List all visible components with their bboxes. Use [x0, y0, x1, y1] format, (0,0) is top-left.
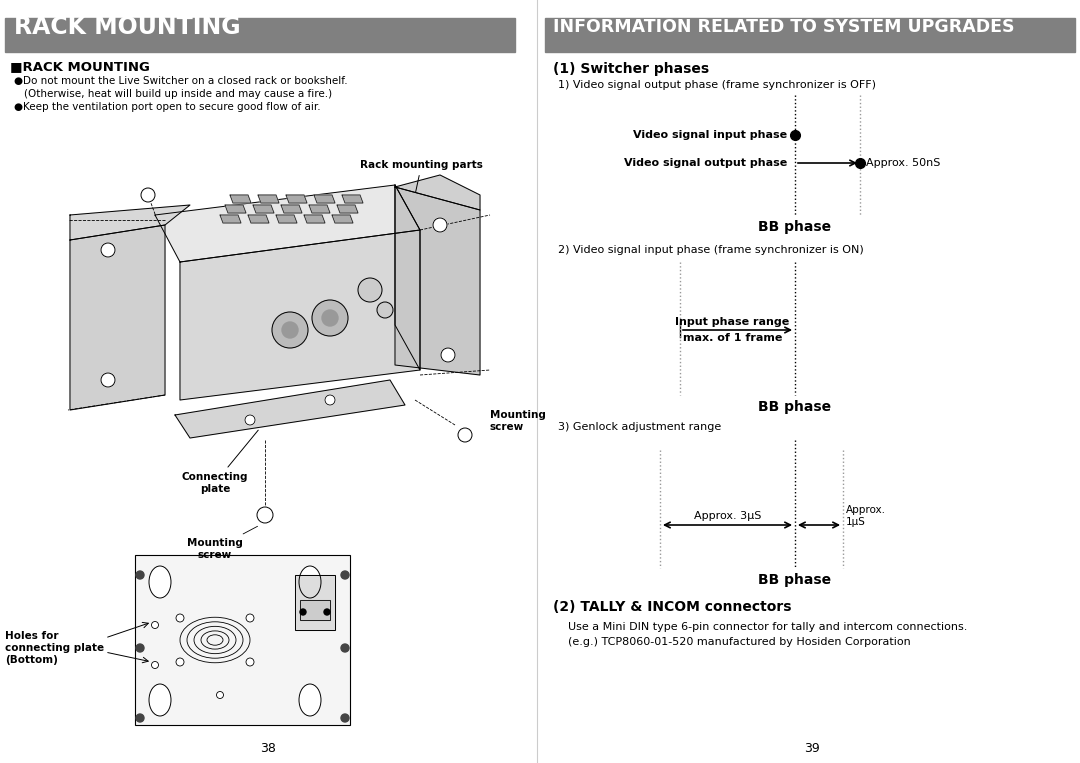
Bar — [135, 555, 350, 725]
Polygon shape — [220, 215, 241, 223]
Circle shape — [176, 658, 184, 666]
Text: 38: 38 — [260, 742, 275, 755]
Text: Mounting
screw: Mounting screw — [490, 410, 545, 432]
Circle shape — [282, 322, 298, 338]
Circle shape — [341, 714, 349, 722]
Polygon shape — [281, 205, 302, 213]
Bar — [5, 18, 515, 52]
Bar — [300, 600, 330, 620]
Bar — [295, 575, 335, 630]
Polygon shape — [70, 225, 165, 410]
Circle shape — [216, 691, 224, 698]
Circle shape — [246, 658, 254, 666]
Text: max. of 1 frame: max. of 1 frame — [683, 333, 782, 343]
Text: BB phase: BB phase — [758, 400, 832, 414]
Bar — [135, 555, 350, 725]
Polygon shape — [248, 215, 269, 223]
Circle shape — [312, 300, 348, 336]
Circle shape — [136, 644, 144, 652]
Text: Input phase range: Input phase range — [675, 317, 789, 327]
Circle shape — [458, 428, 472, 442]
Ellipse shape — [149, 566, 171, 598]
Ellipse shape — [299, 566, 321, 598]
Polygon shape — [395, 187, 480, 375]
Text: ●Do not mount the Live Switcher on a closed rack or bookshelf.: ●Do not mount the Live Switcher on a clo… — [14, 76, 348, 86]
Polygon shape — [70, 205, 190, 240]
Polygon shape — [258, 195, 279, 203]
Circle shape — [136, 714, 144, 722]
Polygon shape — [314, 195, 335, 203]
Text: Use a Mini DIN type 6-pin connector for tally and intercom connections.: Use a Mini DIN type 6-pin connector for … — [568, 622, 968, 632]
Text: (e.g.) TCP8060-01-520 manufactured by Hosiden Corporation: (e.g.) TCP8060-01-520 manufactured by Ho… — [568, 637, 910, 647]
Circle shape — [325, 395, 335, 405]
Bar — [545, 18, 1075, 52]
Text: 39: 39 — [805, 742, 820, 755]
Text: BB phase: BB phase — [758, 573, 832, 587]
Circle shape — [151, 622, 159, 629]
Bar — [295, 575, 335, 630]
Polygon shape — [395, 175, 480, 210]
Text: Connecting
plate: Connecting plate — [181, 430, 258, 494]
Circle shape — [341, 644, 349, 652]
Circle shape — [257, 507, 273, 523]
Circle shape — [324, 609, 330, 615]
Circle shape — [176, 614, 184, 622]
Polygon shape — [230, 195, 251, 203]
Text: INFORMATION RELATED TO SYSTEM UPGRADES: INFORMATION RELATED TO SYSTEM UPGRADES — [553, 18, 1014, 36]
Circle shape — [341, 571, 349, 579]
Circle shape — [300, 609, 306, 615]
Text: Holes for
connecting plate
(Bottom): Holes for connecting plate (Bottom) — [5, 632, 104, 665]
Text: Video signal output phase: Video signal output phase — [624, 158, 787, 168]
Text: Approx. 50nS: Approx. 50nS — [866, 158, 941, 168]
Circle shape — [102, 373, 114, 387]
Circle shape — [322, 310, 338, 326]
Text: ●Keep the ventilation port open to secure good flow of air.: ●Keep the ventilation port open to secur… — [14, 102, 321, 112]
Polygon shape — [156, 185, 420, 262]
Circle shape — [151, 662, 159, 668]
Text: ■RACK MOUNTING: ■RACK MOUNTING — [10, 60, 150, 73]
Ellipse shape — [149, 684, 171, 716]
Circle shape — [136, 571, 144, 579]
Text: Approx.
1μS: Approx. 1μS — [846, 505, 886, 526]
Circle shape — [272, 312, 308, 348]
Circle shape — [141, 188, 156, 202]
Text: 2) Video signal input phase (frame synchronizer is ON): 2) Video signal input phase (frame synch… — [558, 245, 864, 255]
Circle shape — [357, 278, 382, 302]
Polygon shape — [286, 195, 307, 203]
Text: Approx. 3μS: Approx. 3μS — [693, 511, 761, 521]
Polygon shape — [180, 230, 420, 400]
Circle shape — [433, 218, 447, 232]
Polygon shape — [175, 380, 405, 438]
Circle shape — [245, 415, 255, 425]
Circle shape — [441, 348, 455, 362]
Bar — [300, 600, 330, 620]
Polygon shape — [309, 205, 330, 213]
Text: BB phase: BB phase — [758, 220, 832, 234]
Polygon shape — [276, 215, 297, 223]
Text: RACK MOUNTING: RACK MOUNTING — [14, 15, 241, 39]
Polygon shape — [395, 185, 420, 370]
Polygon shape — [337, 205, 357, 213]
Polygon shape — [303, 215, 325, 223]
Text: Mounting
screw: Mounting screw — [187, 526, 257, 559]
Circle shape — [377, 302, 393, 318]
Ellipse shape — [299, 684, 321, 716]
Text: (1) Switcher phases: (1) Switcher phases — [553, 62, 710, 76]
Text: (Otherwise, heat will build up inside and may cause a fire.): (Otherwise, heat will build up inside an… — [24, 89, 333, 99]
Text: Rack mounting parts: Rack mounting parts — [360, 160, 483, 192]
Text: (2) TALLY & INCOM connectors: (2) TALLY & INCOM connectors — [553, 600, 792, 614]
Polygon shape — [253, 205, 274, 213]
Text: 3) Genlock adjustment range: 3) Genlock adjustment range — [558, 422, 721, 432]
Polygon shape — [342, 195, 363, 203]
Circle shape — [102, 243, 114, 257]
Circle shape — [246, 614, 254, 622]
Text: Video signal input phase: Video signal input phase — [633, 130, 787, 140]
Polygon shape — [332, 215, 353, 223]
Text: 1) Video signal output phase (frame synchronizer is OFF): 1) Video signal output phase (frame sync… — [558, 80, 876, 90]
Polygon shape — [225, 205, 246, 213]
